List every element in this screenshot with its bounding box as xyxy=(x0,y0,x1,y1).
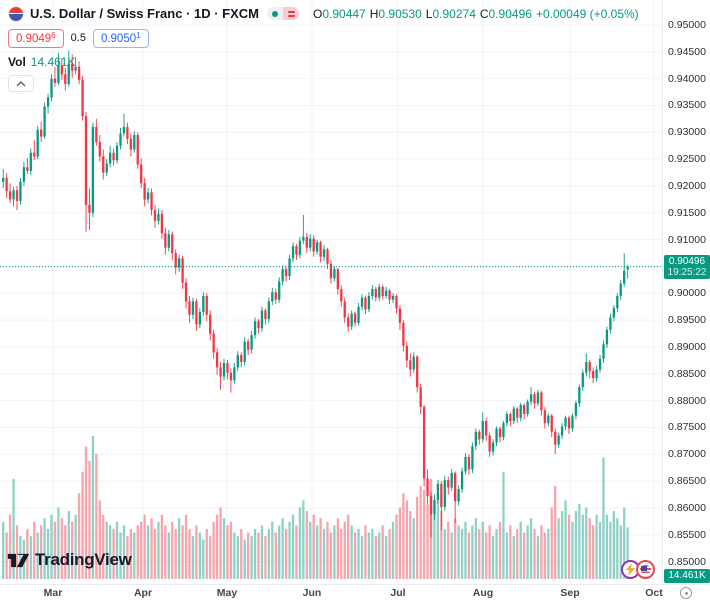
volume-value: 14.461K xyxy=(30,55,76,69)
price-axis[interactable]: 0.90496 19:25:22 14.461K 0.95000 0.94500 0… xyxy=(662,0,710,584)
price-tick-label: 0.93000 xyxy=(668,126,706,139)
change-value: +0.00049 (+0.05%) xyxy=(535,6,639,21)
spread-value: 0.5 xyxy=(70,32,86,44)
candle-series xyxy=(2,50,629,538)
price-tick-label: 0.85000 xyxy=(668,555,706,568)
low-label: L xyxy=(425,6,433,21)
collapse-pane-button[interactable] xyxy=(8,75,34,92)
last-price-badge: 0.90496 19:25:22 xyxy=(664,254,710,279)
time-tick-label: Sep xyxy=(560,587,580,599)
time-tick-label: Apr xyxy=(133,587,153,599)
price-tick-label: 0.87000 xyxy=(668,448,706,461)
time-gridlines xyxy=(52,0,655,583)
time-tick-label: May xyxy=(216,587,238,599)
tradingview-mark-icon xyxy=(7,553,30,567)
chart-legend: U.S. Dollar / Swiss Franc · 1D · FXCM O0… xyxy=(8,5,639,92)
price-tick-label: 0.94000 xyxy=(668,72,706,85)
chart-events xyxy=(621,560,655,579)
open-value: 0.90447 xyxy=(322,6,366,21)
tradingview-logo[interactable]: TradingView xyxy=(7,550,132,570)
price-tick-label: 0.91000 xyxy=(668,233,706,246)
delayed-data-icon xyxy=(283,7,299,20)
realtime-dot-icon xyxy=(272,10,278,17)
high-label: H xyxy=(369,6,379,21)
symbol-title[interactable]: U.S. Dollar / Swiss Franc · 1D · FXCM xyxy=(30,6,259,21)
price-tick-label: 0.87500 xyxy=(668,421,706,434)
price-tick-label: 0.86500 xyxy=(668,475,706,488)
close-value: 0.90496 xyxy=(488,6,532,21)
price-tick-label: 0.85500 xyxy=(668,528,706,541)
price-tick-label: 0.88500 xyxy=(668,367,706,380)
bid-button[interactable]: 0.90496 xyxy=(8,28,64,48)
price-tick-label: 0.91500 xyxy=(668,206,706,219)
time-tick-label: Jun xyxy=(302,587,322,599)
price-tick-label: 0.93500 xyxy=(668,99,706,112)
price-tick-label: 0.89500 xyxy=(668,314,706,327)
chevron-up-icon xyxy=(16,80,26,86)
volume-badge: 14.461K xyxy=(664,569,710,583)
last-price-value: 0.90496 xyxy=(668,255,706,267)
time-tick-label: Aug xyxy=(472,587,494,599)
price-tick-label: 0.92000 xyxy=(668,179,706,192)
symbol-flag-icon xyxy=(8,5,24,22)
price-tick-label: 0.92500 xyxy=(668,153,706,166)
close-label: C xyxy=(479,6,489,21)
price-gridlines xyxy=(0,24,661,563)
high-value: 0.90530 xyxy=(378,6,422,21)
price-tick-label: 0.94500 xyxy=(668,45,706,58)
price-tick-label: 0.88000 xyxy=(668,394,706,407)
price-tick-label: 0.86000 xyxy=(668,501,706,514)
ask-button[interactable]: 0.90501 xyxy=(92,28,149,48)
time-tick-label: Oct xyxy=(645,587,663,599)
bar-countdown: 19:25:22 xyxy=(667,266,707,278)
volume-label: Vol xyxy=(8,55,26,69)
tradingview-brand-text: TradingView xyxy=(35,550,132,569)
price-tick-label: 0.95000 xyxy=(668,19,706,31)
time-tick-label: Mar xyxy=(43,587,63,599)
ohlc-values: O0.90447 H0.90530 L0.90274 C0.90496 +0.0… xyxy=(313,7,639,21)
price-tick-label: 0.89000 xyxy=(668,340,706,353)
time-axis[interactable]: Mar Apr May Jun Jul Aug Sep Oct xyxy=(0,584,710,601)
us-flag-event-icon[interactable] xyxy=(636,560,655,579)
open-label: O xyxy=(313,6,323,21)
time-tick-label: Jul xyxy=(390,587,406,599)
market-status-toggle[interactable] xyxy=(267,7,299,20)
axis-corner-icon[interactable] xyxy=(680,587,692,599)
price-tick-label: 0.90000 xyxy=(668,287,706,300)
low-value: 0.90274 xyxy=(432,6,476,21)
volume-series xyxy=(2,436,629,579)
